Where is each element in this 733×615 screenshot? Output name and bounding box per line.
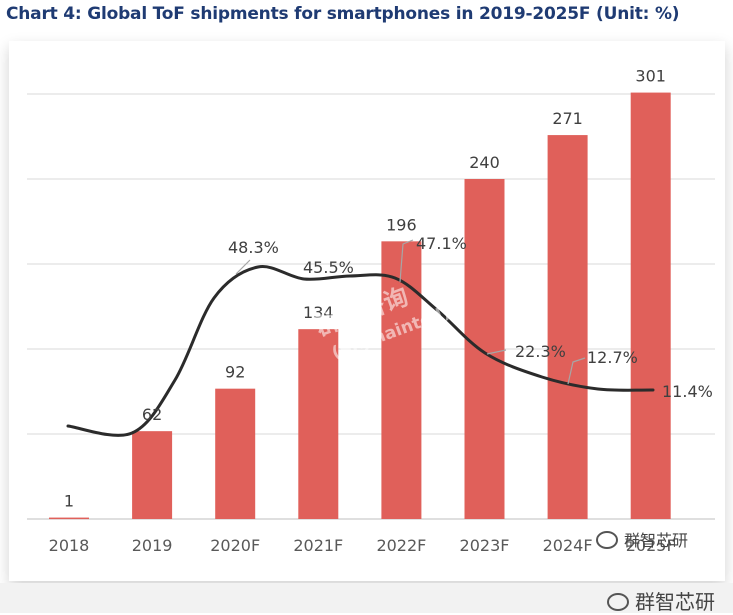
growth-value-label: 45.5%	[303, 258, 354, 277]
bars	[49, 92, 671, 520]
x-tick-label: 2021F	[293, 536, 343, 555]
leader-line	[235, 259, 251, 275]
bar	[49, 517, 89, 520]
watermark-footer-text: 群智芯研	[635, 590, 715, 614]
x-axis: 2018 2019 2020F 2021F 2022F 2023F 2024F 2025F	[49, 536, 676, 555]
growth-value-label: 11.4%	[662, 382, 713, 401]
x-tick-label: 2023F	[460, 536, 510, 555]
data-labels: 1 62 92 134 196 240 271 301 48.3% 45.5% 47.1% 22.3%…	[64, 67, 713, 511]
chart-frame	[9, 41, 725, 581]
leader-line	[399, 239, 414, 283]
x-tick-label: 2018	[49, 536, 90, 555]
bar-value-label: 271	[552, 109, 583, 128]
bar-value-label: 1	[64, 492, 74, 511]
chat-bubble-icon	[596, 530, 618, 549]
bar-value-label: 301	[635, 67, 666, 86]
growth-curve	[66, 265, 655, 437]
watermark-footer: 群智芯研	[607, 586, 715, 615]
bar-value-label: 196	[386, 215, 417, 234]
bar-value-label: 62	[142, 405, 162, 424]
bar	[547, 135, 588, 520]
leader-line	[567, 357, 586, 385]
chart-title: Chart 4: Global ToF shipments for smartp…	[6, 4, 680, 24]
bar	[630, 92, 671, 519]
chat-bubble-icon	[607, 592, 629, 611]
x-tick-label: 2020F	[210, 536, 260, 555]
bar-value-label: 134	[303, 303, 334, 322]
growth-value-label: 48.3%	[228, 238, 279, 257]
bar-value-label: 92	[225, 363, 245, 382]
x-tick-label: 2025F	[626, 536, 676, 555]
growth-value-label: 22.3%	[515, 342, 566, 361]
bar	[298, 329, 339, 519]
x-tick-label: 2019	[132, 536, 173, 555]
x-tick-label: 2022F	[376, 536, 426, 555]
growth-value-label: 47.1%	[416, 234, 467, 253]
leader-line	[486, 349, 507, 355]
bar	[464, 179, 505, 519]
growth-line	[66, 265, 655, 437]
watermark-frame-text: 群智芯研	[624, 531, 689, 550]
bar	[215, 388, 256, 519]
growth-value-label: 12.7%	[587, 348, 638, 367]
bar	[132, 431, 173, 519]
watermark-frame-corner: 群智芯研	[596, 527, 688, 551]
bar-value-label: 240	[469, 153, 500, 172]
x-tick-label: 2024F	[543, 536, 593, 555]
bar	[381, 241, 422, 520]
